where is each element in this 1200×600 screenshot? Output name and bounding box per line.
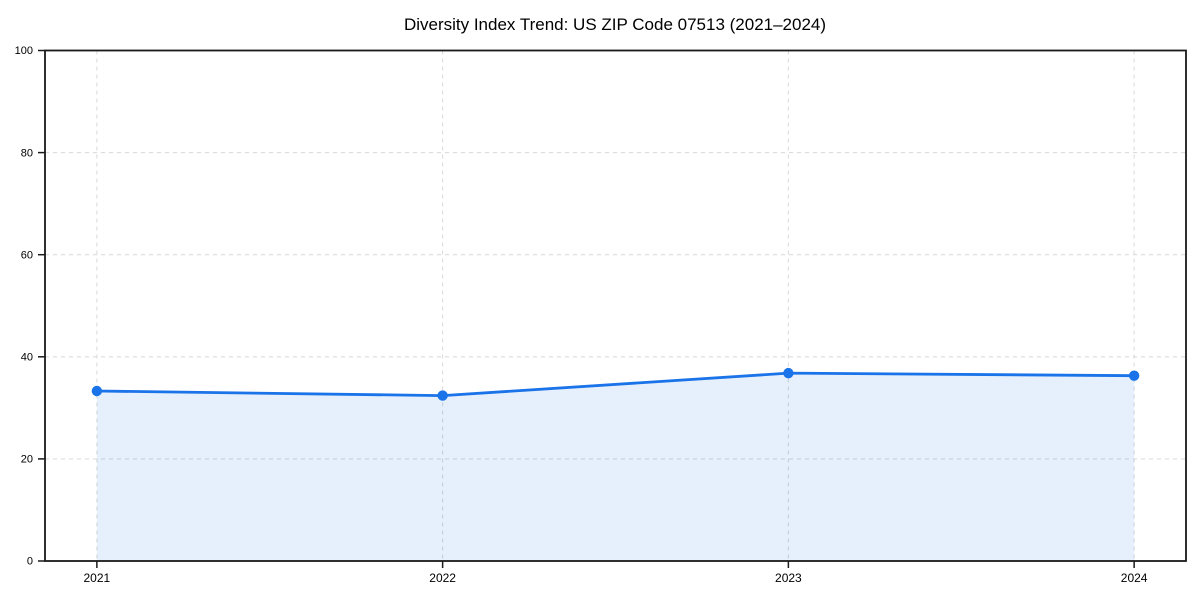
data-point-marker bbox=[437, 390, 448, 401]
area-fill bbox=[96, 373, 1135, 561]
y-tick-label: 100 bbox=[15, 45, 33, 57]
axis-ticks bbox=[38, 49, 1135, 568]
x-tick-label: 2023 bbox=[775, 571, 802, 585]
data-point-marker bbox=[91, 385, 103, 397]
plot-frame bbox=[44, 49, 1187, 562]
x-tick-label: 2022 bbox=[429, 571, 456, 585]
y-axis-tick-labels: 0 20 40 60 80 100 bbox=[15, 45, 33, 568]
chart-title: Diversity Index Trend: US ZIP Code 07513… bbox=[404, 15, 826, 34]
x-tick-label: 2021 bbox=[84, 571, 111, 585]
y-tick-label: 0 bbox=[27, 556, 33, 568]
data-point-marker bbox=[1128, 370, 1140, 381]
y-tick-label: 20 bbox=[21, 454, 33, 466]
y-tick-label: 40 bbox=[21, 352, 33, 364]
data-point-marker bbox=[783, 367, 794, 379]
y-tick-label: 60 bbox=[21, 249, 33, 261]
x-tick-label: 2024 bbox=[1121, 571, 1148, 585]
trend-line bbox=[95, 371, 1136, 397]
y-tick-label: 80 bbox=[21, 147, 33, 159]
x-gridlines bbox=[96, 50, 1135, 561]
data-points bbox=[91, 367, 1140, 401]
x-axis-tick-labels: 2021 2022 2023 2024 bbox=[84, 571, 1148, 585]
